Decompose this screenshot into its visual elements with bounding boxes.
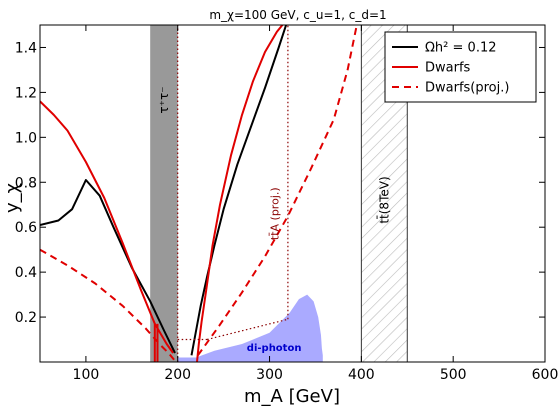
series-2-segment-1 bbox=[197, 25, 358, 356]
band-label-1: tt̄(8TeV) bbox=[377, 176, 391, 223]
series-layer bbox=[40, 25, 358, 362]
legend-label-0: Ωh² = 0.12 bbox=[425, 41, 497, 56]
series-3-segment-2 bbox=[206, 318, 289, 341]
series-1-segment-3 bbox=[196, 25, 284, 362]
x-axis-title: m_A [GeV] bbox=[244, 386, 340, 407]
x-tick-label: 100 bbox=[73, 367, 100, 383]
legend-label-2: Dwarfs(proj.) bbox=[425, 81, 509, 96]
series-1-segment-0 bbox=[40, 100, 174, 354]
series-0-segment-0 bbox=[40, 179, 176, 354]
legend-label-1: Dwarfs bbox=[425, 61, 471, 76]
y-tick-label: 1.0 bbox=[15, 130, 37, 146]
annotation-0: tt̄A (proj.) bbox=[269, 187, 282, 240]
region-label-0: di-photon bbox=[247, 343, 302, 354]
band-0 bbox=[150, 25, 178, 362]
chart-title: m_χ=100 GeV, c_u=1, c_d=1 bbox=[209, 8, 386, 22]
y-axis-title: y_χ bbox=[2, 183, 23, 213]
ticks-layer: 100 200 300 400 500 600 0.2 0.4 0.6 0.8 1.0 1.2 1.4 bbox=[15, 25, 559, 383]
x-tick-label: 500 bbox=[440, 367, 467, 383]
y-tick-label: 0.2 bbox=[15, 310, 37, 326]
y-tick-label: 1.2 bbox=[15, 85, 37, 101]
x-tick-label: 200 bbox=[164, 367, 191, 383]
x-tick-label: 600 bbox=[532, 367, 559, 383]
y-tick-label: 1.4 bbox=[15, 40, 37, 56]
x-tick-label: 400 bbox=[348, 367, 375, 383]
region-0 bbox=[177, 294, 323, 362]
series-2-segment-0 bbox=[40, 248, 175, 361]
plot-frame bbox=[39, 24, 546, 363]
y-tick-label: 0.4 bbox=[15, 265, 37, 281]
y-tick-label: 0.8 bbox=[15, 175, 37, 191]
series-0-segment-1 bbox=[190, 25, 288, 356]
annotations-layer: tt̄A (proj.) bbox=[269, 187, 282, 240]
band-label-0: τ⁺τ⁻ bbox=[157, 86, 171, 113]
legend: Ωh² = 0.12 Dwarfs Dwarfs(proj.) bbox=[384, 31, 537, 103]
regions-layer: di-photon bbox=[177, 294, 323, 362]
x-tick-label: 300 bbox=[256, 367, 283, 383]
y-tick-label: 0.6 bbox=[15, 220, 37, 236]
